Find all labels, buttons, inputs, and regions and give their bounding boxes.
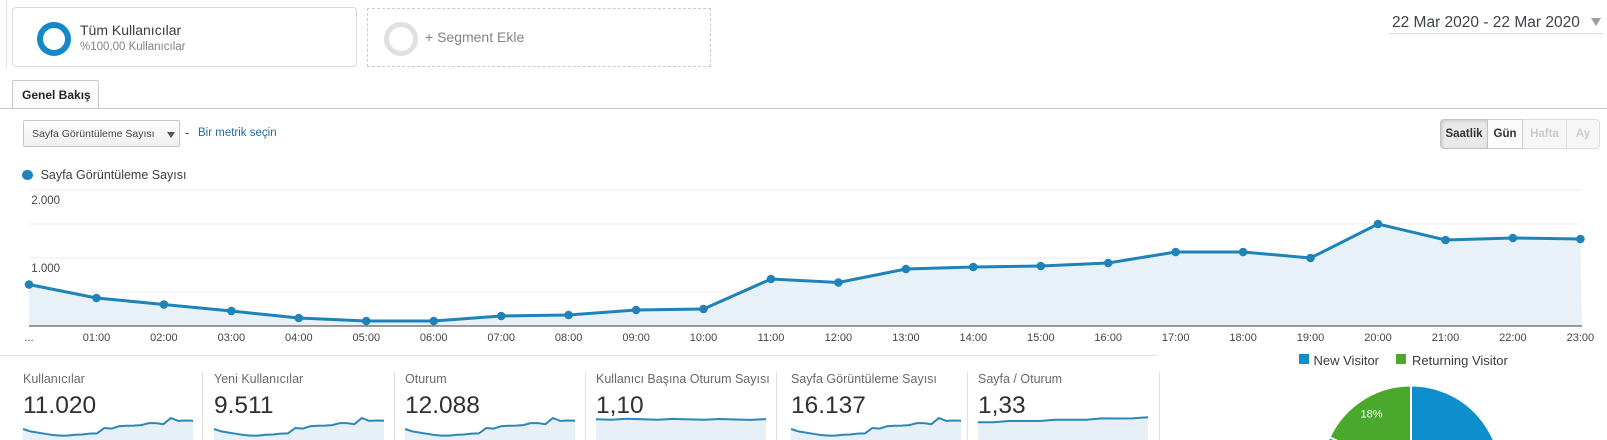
svg-text:18%: 18% <box>1360 409 1382 421</box>
svg-text:23:00: 23:00 <box>1567 332 1595 344</box>
svg-text:16:00: 16:00 <box>1094 332 1122 344</box>
svg-text:17:00: 17:00 <box>1162 332 1190 344</box>
svg-text:08:00: 08:00 <box>555 332 583 344</box>
svg-text:15:00: 15:00 <box>1027 332 1055 344</box>
svg-text:06:00: 06:00 <box>420 332 448 344</box>
svg-text:10:00: 10:00 <box>690 332 718 344</box>
svg-text:05:00: 05:00 <box>353 332 381 344</box>
svg-text:2.000: 2.000 <box>31 195 60 207</box>
svg-text:14:00: 14:00 <box>960 332 988 344</box>
svg-text:...: ... <box>24 332 33 344</box>
svg-text:01:00: 01:00 <box>83 332 111 344</box>
svg-text:21:00: 21:00 <box>1432 332 1460 344</box>
svg-text:1.000: 1.000 <box>31 263 60 275</box>
svg-text:02:00: 02:00 <box>150 332 178 344</box>
svg-text:09:00: 09:00 <box>622 332 650 344</box>
svg-text:11:00: 11:00 <box>758 332 785 344</box>
svg-text:07:00: 07:00 <box>487 332 515 344</box>
svg-text:18:00: 18:00 <box>1229 332 1257 344</box>
svg-text:04:00: 04:00 <box>285 332 313 344</box>
svg-text:03:00: 03:00 <box>218 332 246 344</box>
svg-text:20:00: 20:00 <box>1364 332 1392 344</box>
svg-text:22:00: 22:00 <box>1499 332 1527 344</box>
svg-text:19:00: 19:00 <box>1297 332 1325 344</box>
svg-text:13:00: 13:00 <box>892 332 920 344</box>
svg-text:12:00: 12:00 <box>825 332 853 344</box>
